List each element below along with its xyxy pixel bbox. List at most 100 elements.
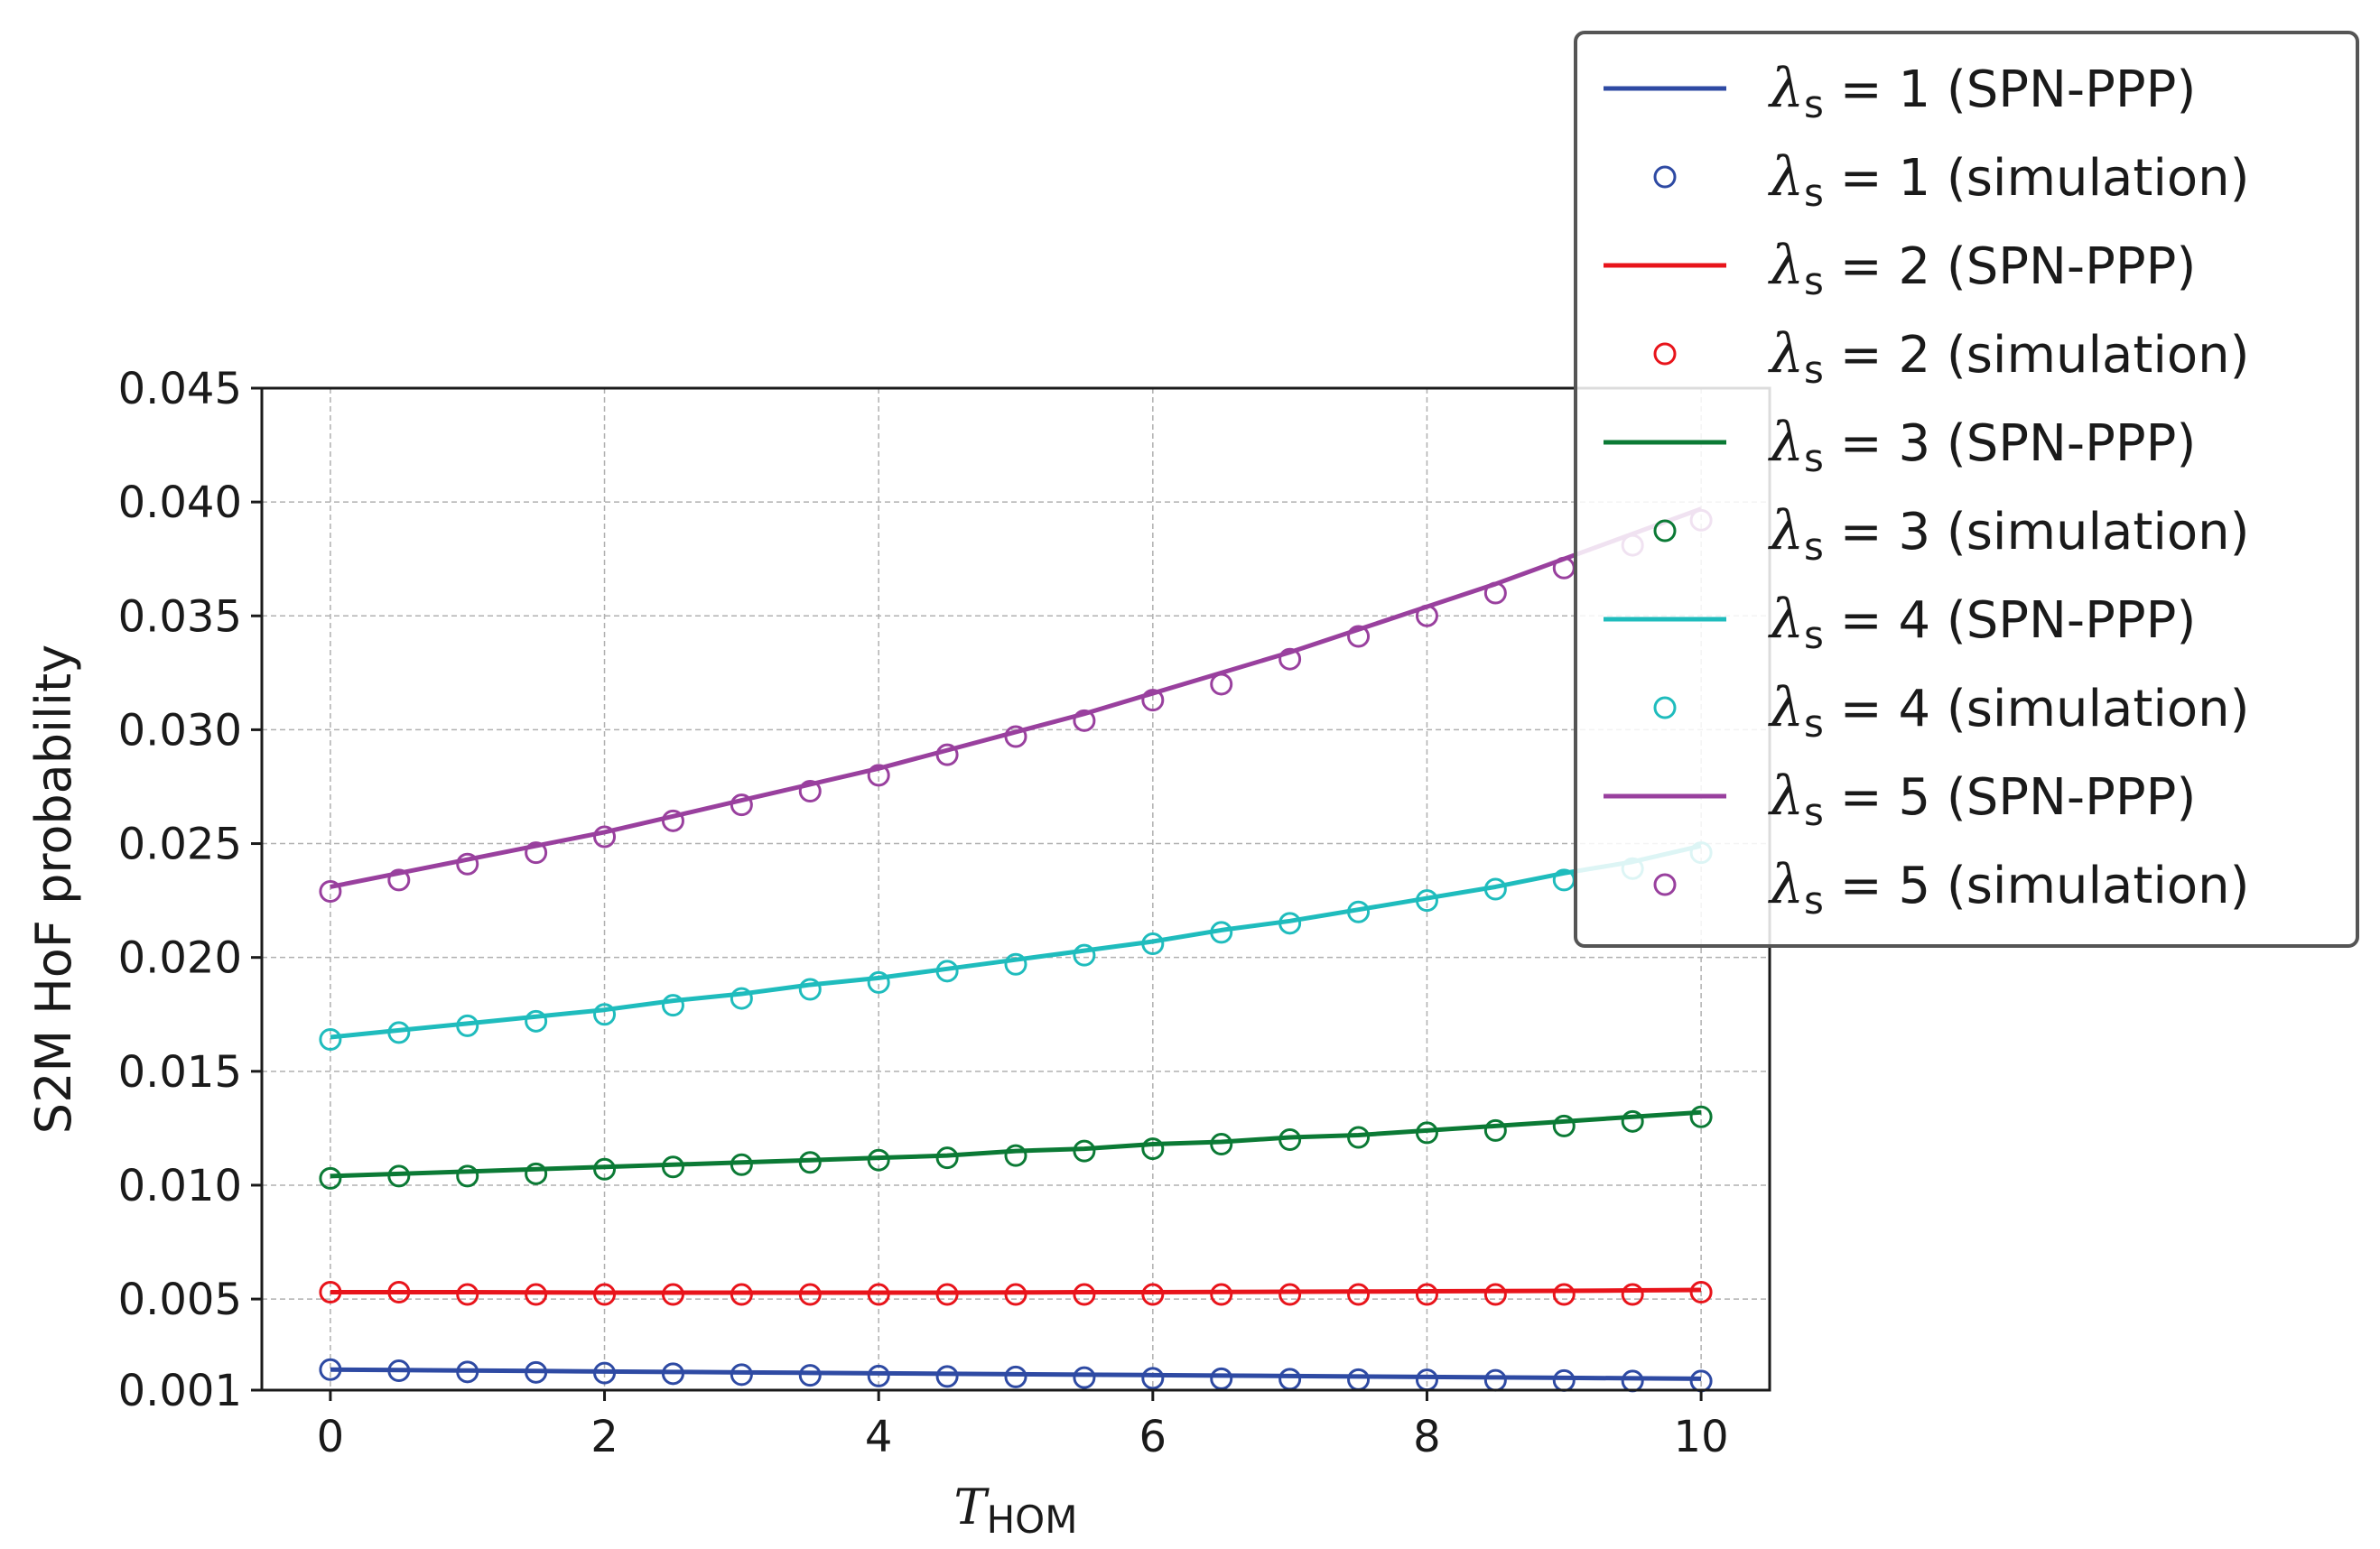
sim-point-lambda-3 [1004,1144,1027,1167]
legend-marker-lambda-3 [1653,519,1677,543]
sim-point-lambda-4 [935,960,959,983]
sim-point-lambda-1 [730,1363,753,1387]
legend-lambda-symbol: λ [1768,676,1804,739]
sim-point-lambda-2 [593,1283,617,1306]
x-tick-label: 4 [865,1412,893,1462]
sim-point-lambda-2 [1278,1283,1302,1306]
legend-lambda-sub: s [1804,348,1824,392]
sim-point-lambda-2 [1483,1283,1507,1306]
sim-point-lambda-5 [387,868,411,892]
legend-lambda-symbol: λ [1768,322,1804,385]
sim-point-lambda-3 [1483,1118,1507,1142]
legend-lambda-sub: s [1804,790,1824,834]
legend-lambda-symbol: λ [1768,411,1804,474]
sim-point-lambda-5 [593,825,617,849]
y-tick-label: 0.025 [118,820,242,870]
legend-label: λs = 2 (simulation) [1768,322,2250,392]
sim-point-lambda-4 [798,978,822,1001]
sim-point-lambda-1 [456,1360,479,1384]
sim-point-lambda-4 [867,970,890,994]
sim-point-lambda-3 [1347,1126,1371,1149]
x-axis-label-main: T [954,1479,990,1535]
sim-point-lambda-5 [319,880,342,904]
sim-point-lambda-5 [1073,709,1096,732]
sim-point-lambda-1 [1004,1365,1027,1388]
legend-label-text: = 4 (simulation) [1824,680,2250,738]
sim-point-lambda-2 [1689,1281,1713,1304]
legend-label: λs = 4 (SPN-PPP) [1768,588,2196,657]
sim-point-lambda-2 [730,1283,753,1306]
sim-point-lambda-3 [1278,1128,1302,1151]
y-axis-label: S2M HoF probability [25,645,82,1134]
sim-point-lambda-2 [1415,1283,1438,1306]
sim-point-lambda-5 [1141,689,1165,712]
legend-lambda-sub: s [1804,613,1824,657]
series-line-lambda-2 [330,1287,1702,1295]
sim-point-lambda-3 [456,1164,479,1188]
legend-label: λs = 1 (simulation) [1768,145,2250,215]
sim-point-lambda-4 [1141,932,1165,956]
sim-point-lambda-2 [456,1283,479,1306]
sim-point-lambda-3 [1141,1137,1165,1161]
sim-point-lambda-4 [593,1003,617,1026]
series-line-lambda-4 [330,843,1702,1040]
sim-point-lambda-5 [456,852,479,876]
legend-lambda-symbol: λ [1768,57,1804,120]
sim-point-lambda-3 [1210,1133,1233,1156]
sim-point-lambda-1 [1621,1369,1644,1393]
sim-point-lambda-3 [1621,1109,1644,1133]
x-axis-label-sub: HOM [987,1498,1078,1542]
legend-label-text: = 2 (SPN-PPP) [1824,237,2196,296]
legend-lambda-sub: s [1804,524,1824,569]
sim-point-lambda-5 [1004,725,1027,748]
sim-point-lambda-3 [593,1157,617,1181]
legend-label: λs = 5 (SPN-PPP) [1768,765,2196,834]
sim-point-lambda-2 [1552,1283,1576,1306]
sim-point-lambda-5 [1210,672,1233,696]
sim-point-lambda-1 [1278,1368,1302,1391]
sim-point-lambda-5 [1415,604,1438,627]
sim-point-lambda-4 [1483,877,1507,901]
legend-label-text: = 2 (simulation) [1824,326,2250,385]
legend-label-text: = 5 (SPN-PPP) [1824,768,2196,827]
sim-point-lambda-4 [319,1028,342,1051]
sim-point-lambda-1 [798,1364,822,1387]
sim-point-lambda-5 [1278,647,1302,671]
sim-point-lambda-3 [661,1155,684,1179]
legend-lambda-symbol: λ [1768,499,1804,562]
sim-point-lambda-1 [1347,1368,1371,1391]
legend-lambda-sub: s [1804,171,1824,215]
sim-point-lambda-4 [730,987,753,1010]
sim-point-lambda-2 [867,1283,890,1306]
sim-point-lambda-2 [387,1281,411,1304]
y-tick-label: 0.010 [118,1161,242,1211]
sim-point-lambda-2 [1004,1283,1027,1306]
x-tick-label: 2 [590,1412,618,1462]
sim-point-lambda-2 [525,1283,548,1306]
sim-point-lambda-5 [525,841,548,865]
legend-marker-lambda-5 [1653,873,1677,896]
sim-point-lambda-1 [867,1364,890,1387]
series-line-lambda-3 [330,1109,1702,1179]
y-tick-label: 0.035 [118,591,242,642]
sim-point-lambda-3 [1552,1114,1576,1137]
sim-point-lambda-2 [1347,1283,1371,1306]
sim-point-lambda-3 [798,1151,822,1174]
x-tick-label: 8 [1413,1412,1441,1462]
sim-point-lambda-1 [593,1361,617,1385]
sim-point-lambda-3 [319,1166,342,1190]
sim-point-lambda-5 [661,809,684,832]
legend-label-text: = 5 (simulation) [1824,857,2250,915]
sim-point-lambda-5 [730,793,753,817]
sim-point-lambda-5 [1483,581,1507,605]
sim-point-lambda-4 [1210,921,1233,944]
y-tick-label: 0.005 [118,1275,242,1325]
sim-point-lambda-3 [1415,1121,1438,1145]
x-axis-label: THOM [954,1479,1078,1542]
legend-label-text: = 4 (SPN-PPP) [1824,591,2196,650]
sim-point-lambda-1 [1141,1367,1165,1390]
sim-point-lambda-4 [661,994,684,1017]
ticks-layer: 0 2 4 6 8 10 0.001 0.005 0.010 0.015 0.020 0.025 0.0… [118,364,1729,1462]
series-line-lambda-5 [330,506,1702,889]
